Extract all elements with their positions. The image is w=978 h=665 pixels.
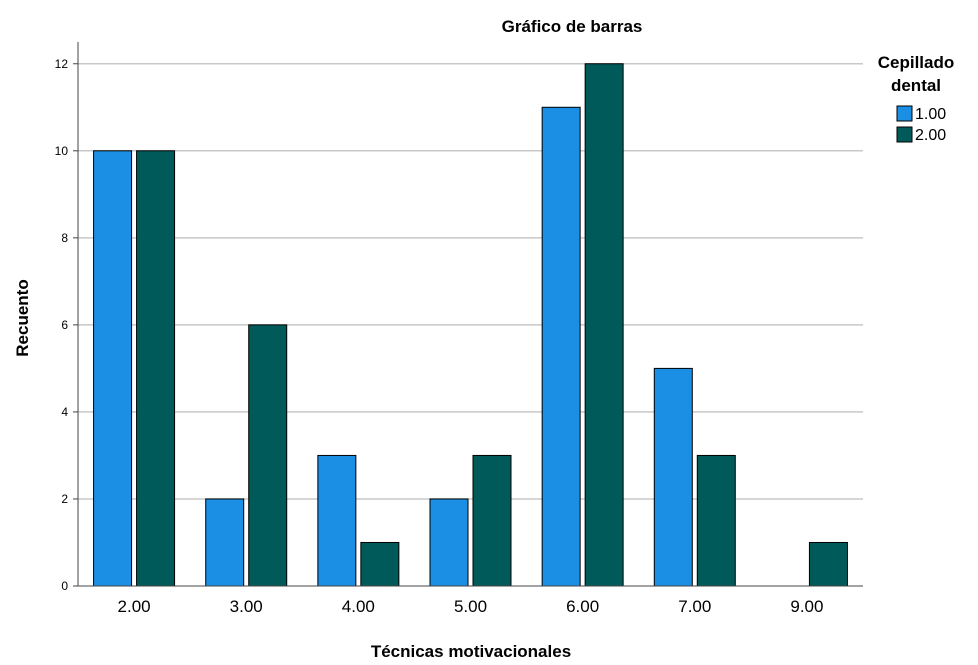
bar bbox=[136, 150, 176, 587]
y-axis-label: Recuento bbox=[13, 279, 32, 356]
y-tick-label: 8 bbox=[61, 231, 68, 245]
x-tick-label: 3.00 bbox=[230, 597, 263, 616]
bar bbox=[360, 541, 400, 587]
x-tick-label: 2.00 bbox=[118, 597, 151, 616]
bar bbox=[696, 454, 736, 587]
bar bbox=[541, 106, 581, 587]
bar bbox=[429, 498, 469, 587]
bar bbox=[205, 498, 245, 587]
legend-title-line2: dental bbox=[891, 76, 941, 95]
legend-swatch bbox=[896, 126, 913, 143]
bar bbox=[93, 150, 133, 587]
y-tick-label: 2 bbox=[61, 492, 68, 506]
bar bbox=[653, 367, 693, 587]
y-tick-label: 4 bbox=[61, 405, 68, 419]
x-tick-label: 5.00 bbox=[454, 597, 487, 616]
bar bbox=[584, 63, 624, 587]
x-tick-label: 7.00 bbox=[678, 597, 711, 616]
y-axis-ticks: 0 2 4 6 8 10 12 bbox=[55, 57, 78, 593]
legend-label: 2.00 bbox=[915, 127, 946, 144]
x-axis-label: Técnicas motivacionales bbox=[371, 642, 571, 660]
y-tick-label: 10 bbox=[55, 144, 69, 158]
x-tick-label: 6.00 bbox=[566, 597, 599, 616]
bar bbox=[472, 454, 512, 587]
y-tick-label: 0 bbox=[61, 579, 68, 593]
legend-label: 1.00 bbox=[915, 106, 946, 123]
bar bbox=[317, 454, 357, 587]
gridlines bbox=[78, 63, 863, 500]
legend: Cepillado dental 1.00 2.00 bbox=[878, 53, 955, 144]
legend-swatch bbox=[896, 105, 913, 122]
y-tick-label: 6 bbox=[61, 318, 68, 332]
bar bbox=[248, 324, 288, 587]
x-tick-label: 4.00 bbox=[342, 597, 375, 616]
chart-title: Gráfico de barras bbox=[502, 17, 643, 36]
bars bbox=[93, 63, 848, 587]
y-tick-label: 12 bbox=[55, 57, 69, 71]
x-axis-ticks: 2.00 3.00 4.00 5.00 6.00 7.00 9.00 bbox=[118, 597, 824, 616]
legend-title-line1: Cepillado bbox=[878, 53, 955, 72]
x-tick-label: 9.00 bbox=[790, 597, 823, 616]
bar bbox=[808, 541, 848, 587]
